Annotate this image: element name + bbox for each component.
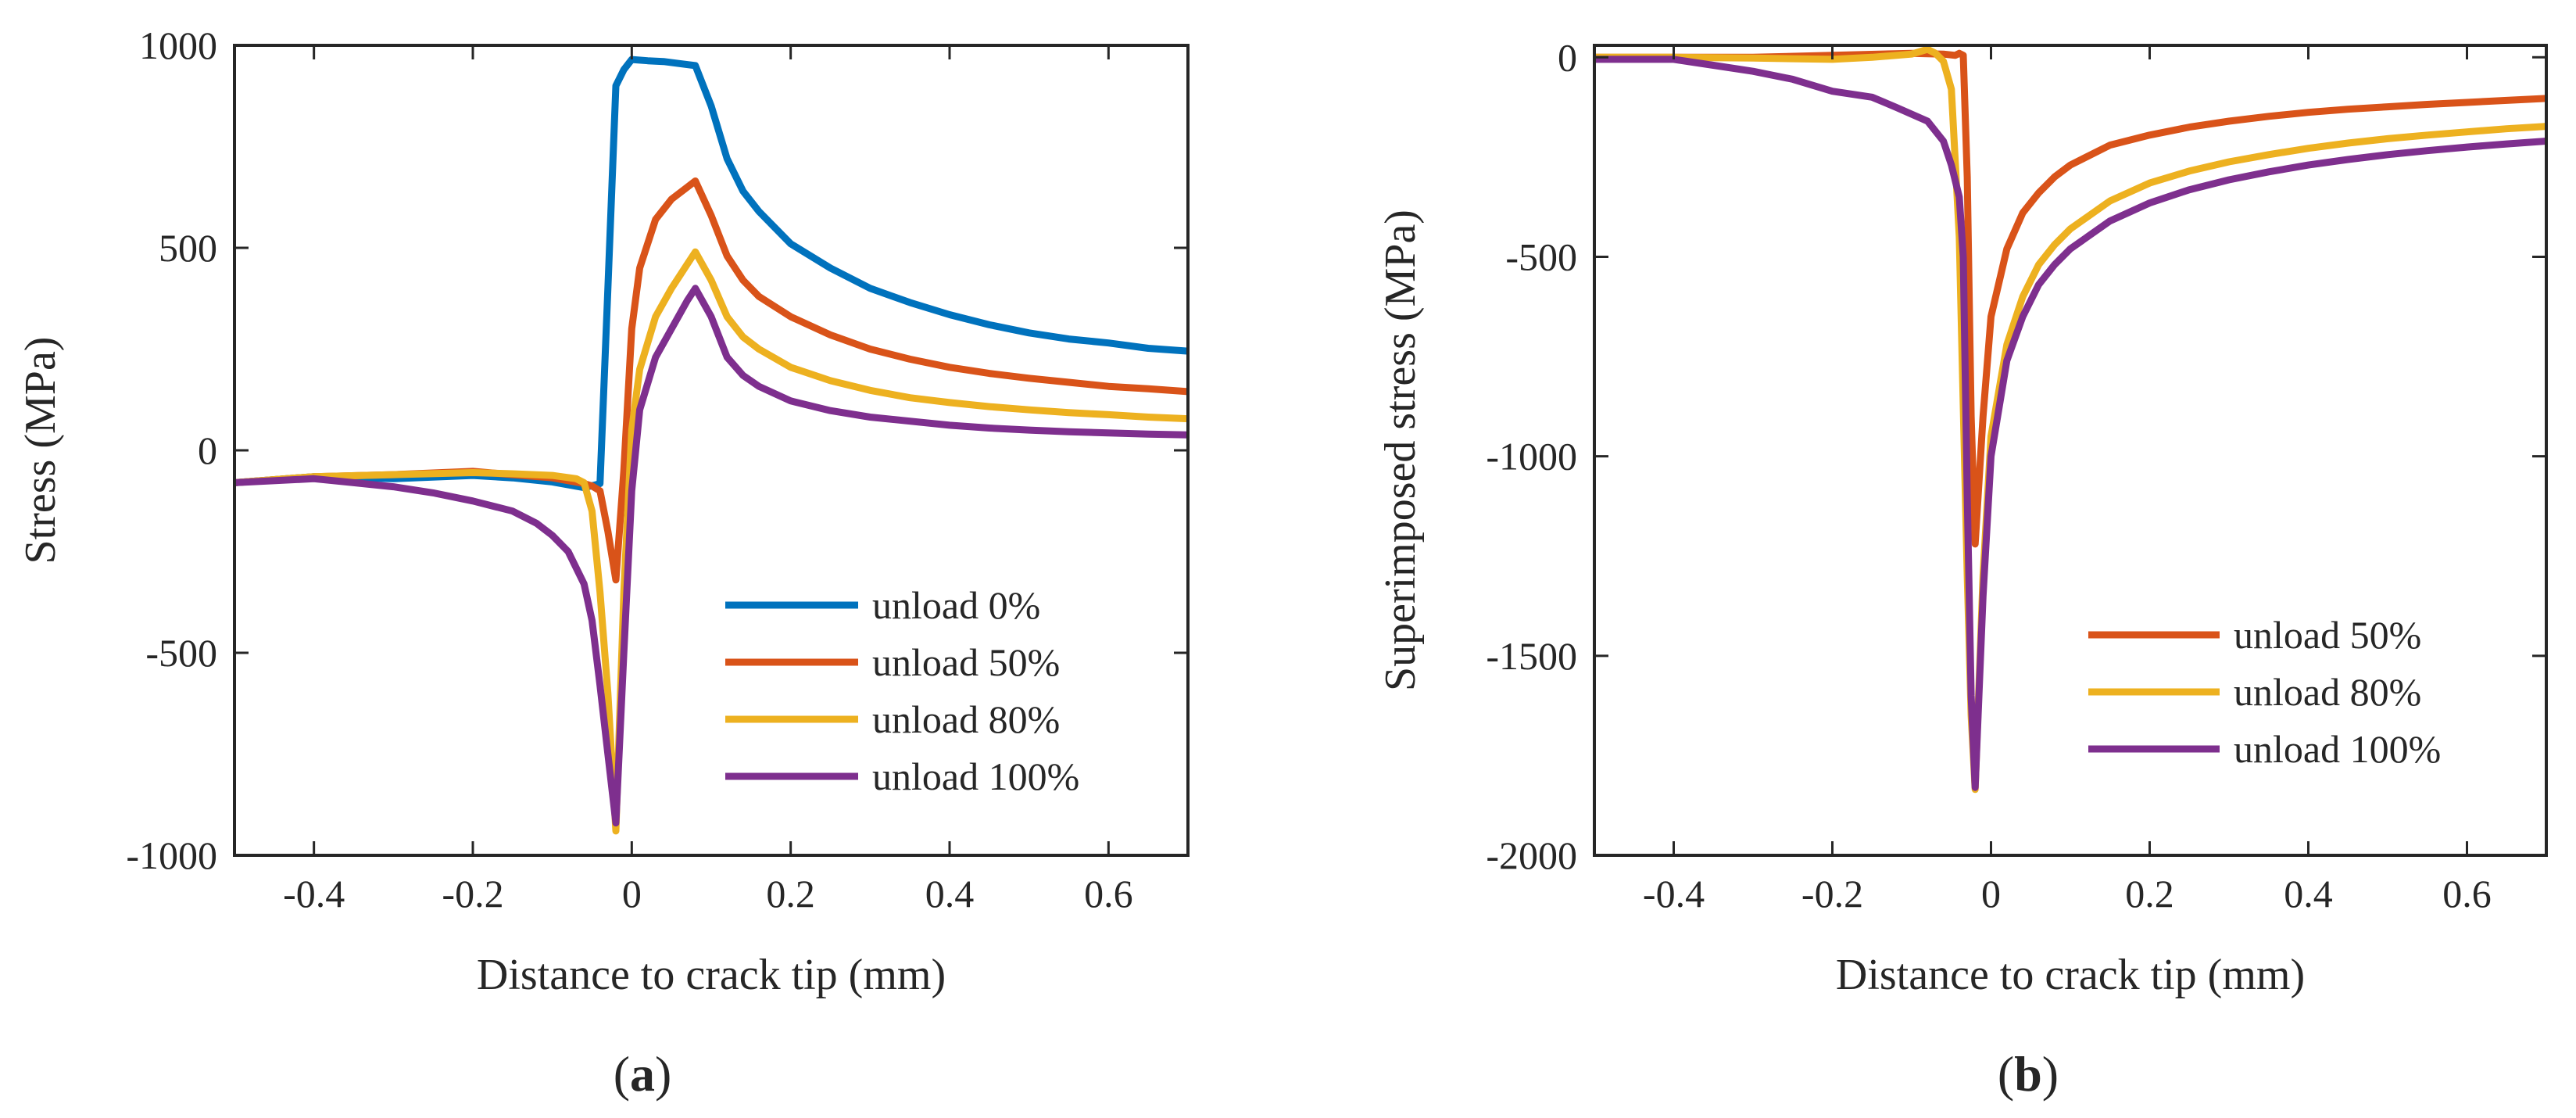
y-tick-label: -2000	[1486, 833, 1577, 877]
legend-label: unload 50%	[2234, 613, 2421, 657]
x-tick-label: 0.6	[2442, 872, 2492, 916]
y-tick-label: -1000	[1486, 435, 1577, 478]
panel-label: (a)	[614, 1046, 672, 1102]
legend: unload 0% unload 50% unload 80% unload 100%	[725, 583, 1079, 798]
axes-frame	[1593, 44, 2548, 857]
x-tick-label: -0.2	[442, 872, 503, 916]
x-axis-label: Distance to crack tip (mm)	[1836, 951, 2305, 999]
y-axis-label: Superimposed stress (MPa)	[1376, 210, 1425, 691]
series-line-unload-0-	[234, 56, 1188, 492]
panel-a: -0.4 -0.2 0 0.2 0.4 0.6 -1000 -500 0 500 1000 Dista…	[16, 23, 1190, 1102]
panel-b: -0.4 -0.2 0 0.2 0.4 0.6 -2000 -1500 -1000 -500 0 Di…	[1376, 35, 2548, 1102]
legend: unload 50% unload 80% unload 100%	[2088, 613, 2441, 771]
x-tick-label: 0	[622, 872, 642, 916]
legend-label: unload 80%	[2234, 670, 2421, 714]
y-tick-label: 0	[1558, 35, 1577, 79]
legend-label: unload 0%	[872, 583, 1040, 627]
series-group	[1594, 45, 2546, 794]
x-tick-label: 0.4	[925, 872, 975, 916]
panel-label: (b)	[1998, 1046, 2059, 1102]
x-tick-label: 0.2	[766, 872, 815, 916]
series-line-unload-100-	[1594, 56, 2546, 791]
x-tick-label: 0	[1981, 872, 2001, 916]
y-tick-label: -1500	[1486, 634, 1577, 678]
series-line-unload-50-	[1594, 49, 2546, 548]
y-tick-label: -1000	[126, 833, 217, 877]
x-tick-label: -0.4	[1643, 872, 1705, 916]
x-tick-label: -0.4	[283, 872, 345, 916]
plot-area	[1594, 45, 2546, 855]
series-group	[234, 56, 1188, 835]
x-tick-label: 0.6	[1084, 872, 1133, 916]
y-axis-label: Stress (MPa)	[16, 337, 65, 564]
y-tick-label: 1000	[139, 23, 217, 67]
legend-label: unload 100%	[872, 754, 1079, 798]
y-tick-label: 500	[159, 226, 217, 270]
y-tick-label: -500	[1505, 235, 1577, 278]
series-line-unload-80-	[234, 248, 1188, 835]
y-tick-label: -500	[145, 631, 217, 675]
series-line-unload-80-	[1594, 45, 2546, 794]
legend-label: unload 100%	[2234, 727, 2441, 771]
x-axis-label: Distance to crack tip (mm)	[477, 951, 946, 999]
legend-label: unload 80%	[872, 697, 1060, 741]
y-tick-label: 0	[198, 428, 217, 472]
x-tick-label: 0.2	[2125, 872, 2174, 916]
x-tick-label: -0.2	[1801, 872, 1863, 916]
x-tick-label: 0.4	[2284, 872, 2333, 916]
legend-label: unload 50%	[872, 640, 1060, 684]
plot-area	[234, 45, 1188, 855]
series-line-unload-100-	[234, 285, 1188, 827]
